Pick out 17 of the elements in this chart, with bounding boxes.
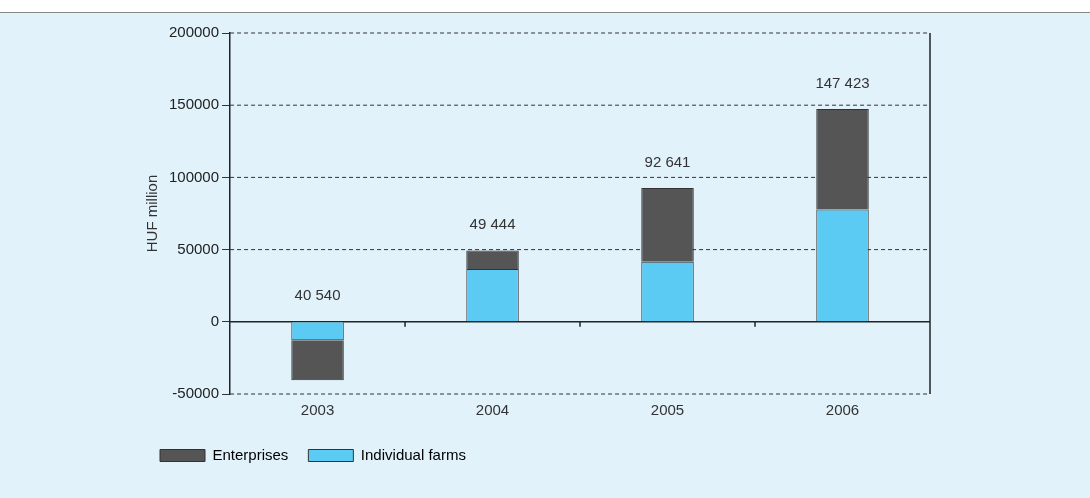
legend-label: Individual farms [360, 445, 466, 463]
annotation: 49 444 [469, 215, 516, 233]
x-tick-label: 2003 [300, 401, 335, 419]
annotation: 40 540 [294, 286, 341, 304]
y-axis-title: HUF million [143, 174, 161, 253]
y-tick-label: 0 [210, 311, 220, 329]
x-tick-label: 2006 [825, 401, 860, 419]
x-tick-label: 2005 [650, 401, 685, 419]
y-tick-label: 150000 [168, 95, 220, 113]
y-tick-label: 50000 [177, 239, 220, 257]
y-tick-label: 100000 [168, 167, 220, 185]
legend-label: Enterprises [212, 445, 289, 463]
x-tick-label: 2004 [475, 401, 510, 419]
y-tick-label: 200000 [168, 23, 220, 41]
annotation: 92 641 [644, 152, 691, 170]
annotation: 147 423 [815, 73, 870, 91]
y-tick-label: -50000 [172, 384, 220, 402]
